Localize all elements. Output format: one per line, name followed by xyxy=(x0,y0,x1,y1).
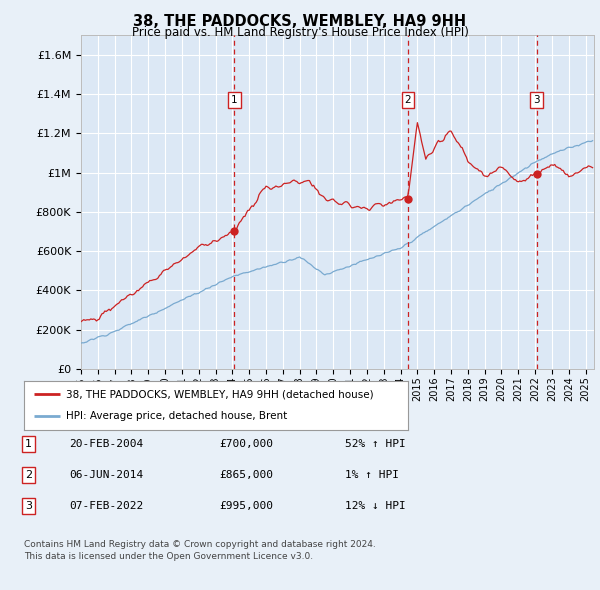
Text: £865,000: £865,000 xyxy=(219,470,273,480)
Text: 1% ↑ HPI: 1% ↑ HPI xyxy=(345,470,399,480)
Text: £700,000: £700,000 xyxy=(219,439,273,448)
Text: 2: 2 xyxy=(25,470,32,480)
Text: 3: 3 xyxy=(533,95,540,105)
Text: 3: 3 xyxy=(25,502,32,511)
Text: 06-JUN-2014: 06-JUN-2014 xyxy=(69,470,143,480)
Text: Price paid vs. HM Land Registry's House Price Index (HPI): Price paid vs. HM Land Registry's House … xyxy=(131,26,469,39)
Text: 38, THE PADDOCKS, WEMBLEY, HA9 9HH: 38, THE PADDOCKS, WEMBLEY, HA9 9HH xyxy=(133,14,467,28)
Text: 38, THE PADDOCKS, WEMBLEY, HA9 9HH (detached house): 38, THE PADDOCKS, WEMBLEY, HA9 9HH (deta… xyxy=(66,389,374,399)
Text: Contains HM Land Registry data © Crown copyright and database right 2024.
This d: Contains HM Land Registry data © Crown c… xyxy=(24,540,376,560)
Text: £995,000: £995,000 xyxy=(219,502,273,511)
Text: 1: 1 xyxy=(231,95,238,105)
Text: 52% ↑ HPI: 52% ↑ HPI xyxy=(345,439,406,448)
Text: HPI: Average price, detached house, Brent: HPI: Average price, detached house, Bren… xyxy=(66,411,287,421)
Text: 07-FEB-2022: 07-FEB-2022 xyxy=(69,502,143,511)
Text: 1: 1 xyxy=(25,439,32,448)
Text: 2: 2 xyxy=(404,95,411,105)
Text: 20-FEB-2004: 20-FEB-2004 xyxy=(69,439,143,448)
Text: 12% ↓ HPI: 12% ↓ HPI xyxy=(345,502,406,511)
